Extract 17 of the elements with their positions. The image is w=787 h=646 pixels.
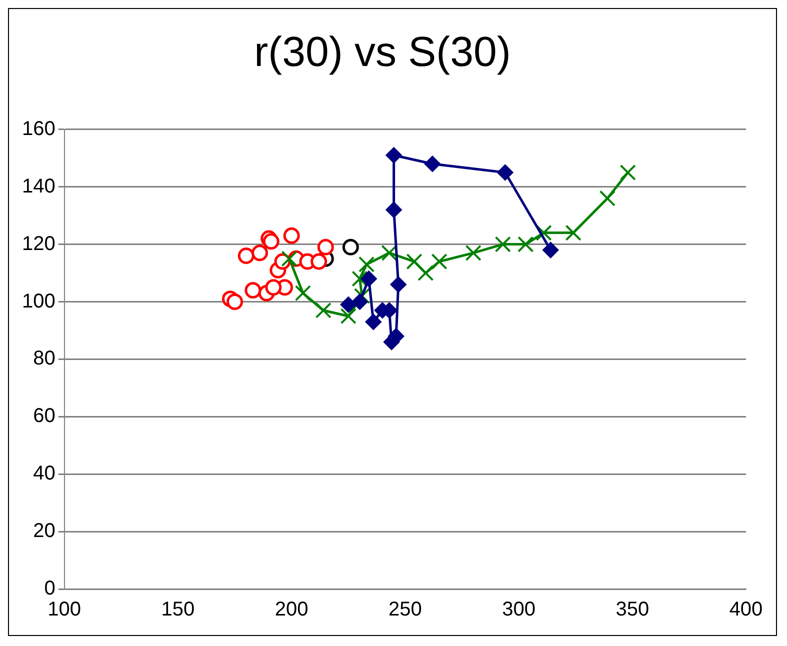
x-tick-label: 150 (161, 598, 195, 621)
x-tick-label: 300 (502, 598, 536, 621)
y-tick-label: 160 (22, 118, 56, 140)
x-tick-label: 350 (616, 598, 650, 621)
x-tick-label: 100 (48, 598, 82, 621)
y-tick-label: 100 (22, 290, 56, 312)
y-tick-label: 80 (33, 348, 56, 370)
y-tick-label: 140 (22, 175, 56, 198)
x-tick-label: 400 (729, 598, 763, 621)
y-tick-label: 0 (44, 578, 56, 600)
y-tick-label: 120 (22, 232, 56, 255)
chart-title: r(30) vs S(30) (254, 28, 511, 75)
x-tick-label: 200 (274, 598, 308, 621)
y-tick-label: 60 (33, 405, 56, 428)
y-tick-label: 40 (33, 462, 56, 485)
y-tick-label: 20 (33, 520, 56, 542)
x-tick-label: 250 (388, 598, 422, 621)
